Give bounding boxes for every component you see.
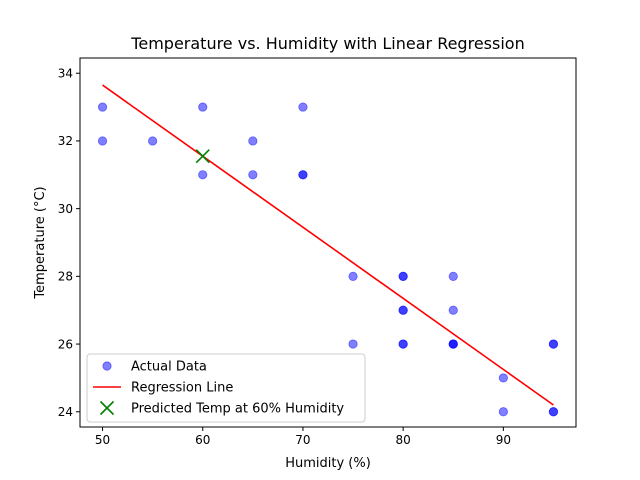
axes: 50 60 70 80 90 24 26 28 30 32 34: [58, 67, 511, 447]
scatter-point: [248, 136, 258, 146]
scatter-point: [298, 102, 308, 112]
regression-line: [102, 84, 554, 406]
scatter-point: [398, 271, 408, 281]
scatter-point: [348, 339, 358, 349]
y-tick-label: 34: [58, 67, 73, 81]
scatter-point: [198, 102, 208, 112]
legend-label: Predicted Temp at 60% Humidity: [131, 402, 344, 417]
y-axis-label: Temperature (°C): [33, 186, 48, 299]
y-tick-label: 32: [58, 134, 73, 148]
prediction-marker: [195, 149, 210, 164]
scatter-point: [97, 136, 108, 146]
scatter-point: [498, 373, 508, 383]
y-tick-label: 26: [58, 337, 73, 351]
legend-label: Actual Data: [131, 360, 207, 375]
plot-area: [97, 84, 559, 417]
scatter-point: [448, 339, 458, 349]
x-tick-label: 50: [95, 433, 110, 447]
scatter-point: [97, 102, 108, 112]
scatter-point: [148, 136, 158, 146]
x-axis-label: Humidity (%): [285, 456, 371, 471]
y-tick-label: 24: [58, 405, 73, 419]
chart-title: Temperature vs. Humidity with Linear Reg…: [130, 34, 524, 53]
scatter-point: [298, 170, 308, 180]
x-tick-label: 80: [396, 433, 411, 447]
scatter-point: [548, 407, 559, 417]
scatter-point: [498, 407, 508, 417]
x-tick-label: 70: [295, 433, 310, 447]
scatter-point: [398, 305, 408, 315]
legend-label: Regression Line: [131, 381, 233, 396]
scatter-point: [248, 170, 258, 180]
legend-marker-x: [99, 400, 115, 416]
prediction-marker-stroke: [195, 149, 210, 164]
y-tick-label: 30: [58, 202, 73, 216]
plot-frame: [79, 57, 577, 428]
legend-box: [86, 353, 366, 423]
scatter-point: [348, 271, 358, 281]
x-tick-label: 60: [195, 433, 210, 447]
legend: Actual Data Regression Line Predicted Temp…: [86, 353, 366, 423]
scatter-point: [448, 271, 458, 281]
scatter-point: [548, 339, 559, 349]
scatter-point: [448, 305, 458, 315]
x-tick-label: 90: [496, 433, 511, 447]
legend-marker-scatter: [102, 361, 112, 371]
y-tick-label: 28: [58, 270, 73, 284]
scatter-point: [198, 170, 208, 180]
scatter-point: [398, 339, 408, 349]
